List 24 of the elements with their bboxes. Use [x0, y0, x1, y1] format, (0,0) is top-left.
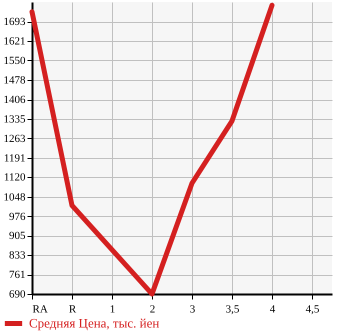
- y-tick-label: 905: [9, 230, 26, 242]
- x-tick-label: 2: [150, 304, 156, 316]
- y-tick-label: 833: [9, 250, 26, 262]
- y-tick-label: 1120: [4, 172, 26, 184]
- x-tick-label: 4,5: [306, 304, 320, 316]
- x-tick-label: 3,5: [226, 304, 240, 316]
- x-tick-label: R: [68, 304, 77, 316]
- y-tick-label: 1263: [4, 132, 26, 145]
- legend-label: Средняя Цена, тыс. йен: [29, 316, 160, 330]
- x-tick-label: 4: [270, 304, 276, 316]
- y-tick-label: 1048: [4, 191, 26, 204]
- y-tick-label: 1191: [4, 152, 26, 164]
- x-tick-label: RA: [32, 304, 48, 316]
- x-tick-label: 1: [110, 304, 116, 316]
- y-tick-label: 1335: [4, 113, 26, 126]
- x-tick-label: 3: [190, 304, 196, 316]
- y-tick-label: 1550: [4, 54, 26, 67]
- y-tick-label: 761: [9, 269, 26, 282]
- y-tick-label: 1478: [4, 74, 26, 86]
- y-tick-label: 976: [9, 210, 26, 223]
- y-tick-label: 1621: [4, 36, 26, 48]
- y-tick-label: 1406: [4, 94, 26, 106]
- y-tick-label: 690: [9, 288, 26, 300]
- y-tick-label: 1693: [4, 16, 26, 28]
